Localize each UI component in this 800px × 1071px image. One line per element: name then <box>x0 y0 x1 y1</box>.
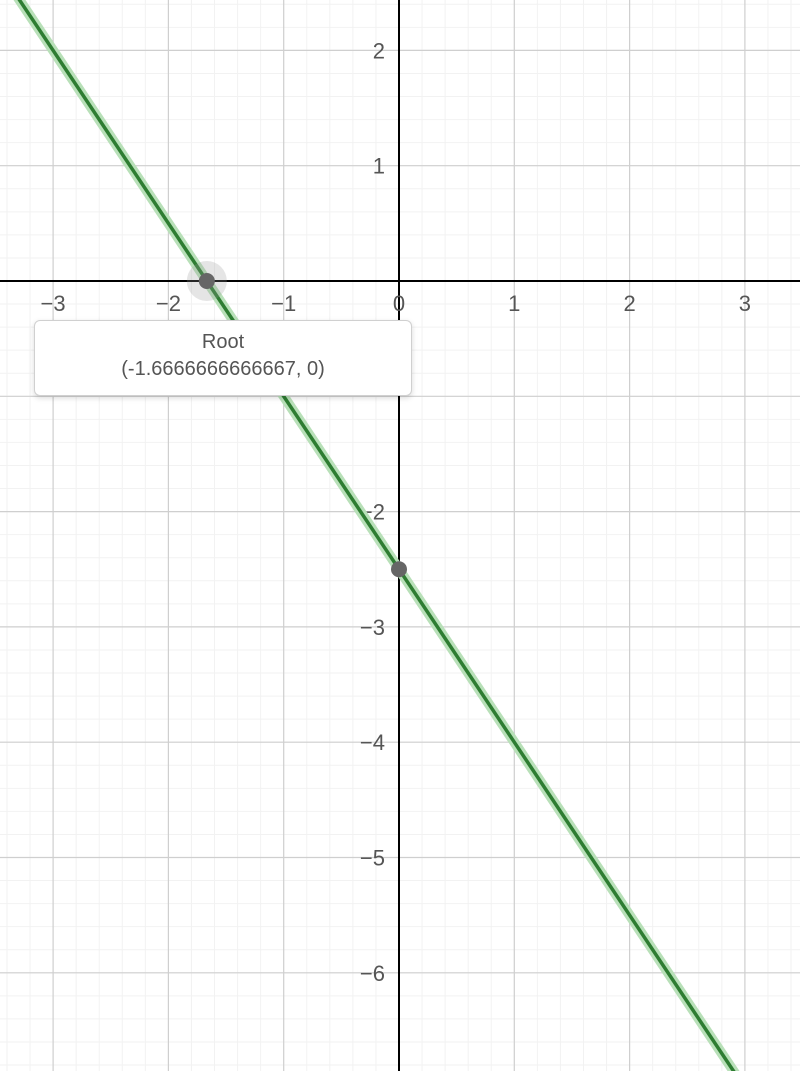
y-tick-label: −5 <box>360 846 385 871</box>
y-tick-label: −4 <box>360 730 385 755</box>
y-tick-label: 2 <box>373 38 385 63</box>
tooltip-coordinates: (-1.6666666666667, 0) <box>53 358 393 381</box>
x-tick-label: 0 <box>393 291 405 316</box>
x-tick-label: 2 <box>623 291 635 316</box>
y-tick-label: −3 <box>360 615 385 640</box>
x-tick-label: −3 <box>41 291 66 316</box>
point-tooltip: Root (-1.6666666666667, 0) <box>34 320 412 396</box>
graph-container: −3−2−1012321−2−3−4−5−6 Root (-1.66666666… <box>0 0 800 1071</box>
tooltip-title: Root <box>53 331 393 354</box>
x-tick-label: −1 <box>271 291 296 316</box>
x-tick-label: 3 <box>739 291 751 316</box>
root-point[interactable] <box>199 273 215 289</box>
x-tick-label: −2 <box>156 291 181 316</box>
y-tick-label: −6 <box>360 961 385 986</box>
x-tick-label: 1 <box>508 291 520 316</box>
y-tick-label: 1 <box>373 154 385 179</box>
intercept-point[interactable] <box>391 561 407 577</box>
coordinate-plane[interactable]: −3−2−1012321−2−3−4−5−6 <box>0 0 800 1071</box>
